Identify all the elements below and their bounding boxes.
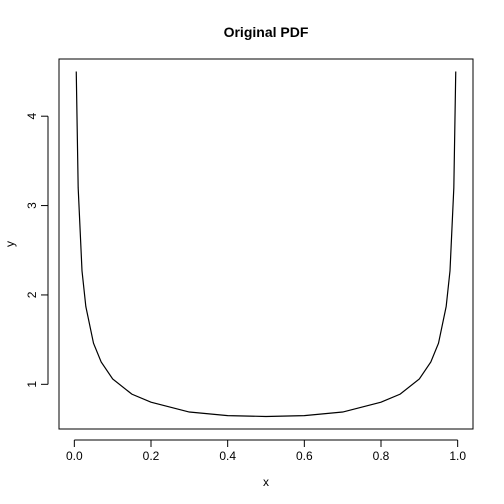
x-tick-label: 1.0: [449, 449, 466, 463]
x-axis-label: x: [263, 475, 269, 489]
x-tick-label: 0.0: [66, 449, 83, 463]
chart-title: Original PDF: [224, 24, 309, 40]
x-tick-label: 0.2: [143, 449, 160, 463]
y-tick-label: 3: [25, 202, 39, 209]
x-tick-label: 0.6: [296, 449, 313, 463]
y-tick-label: 1: [25, 381, 39, 388]
plot-frame: [59, 59, 473, 429]
y-axis-label: y: [3, 241, 17, 247]
series-line: [76, 72, 456, 417]
x-tick-label: 0.4: [219, 449, 236, 463]
y-tick-label: 2: [25, 291, 39, 298]
y-axis: 1 2 3 4: [25, 113, 48, 388]
x-tick-label: 0.8: [373, 449, 390, 463]
x-axis: 0.0 0.2 0.4 0.6 0.8 1.0: [66, 440, 466, 463]
y-tick-label: 4: [25, 113, 39, 120]
